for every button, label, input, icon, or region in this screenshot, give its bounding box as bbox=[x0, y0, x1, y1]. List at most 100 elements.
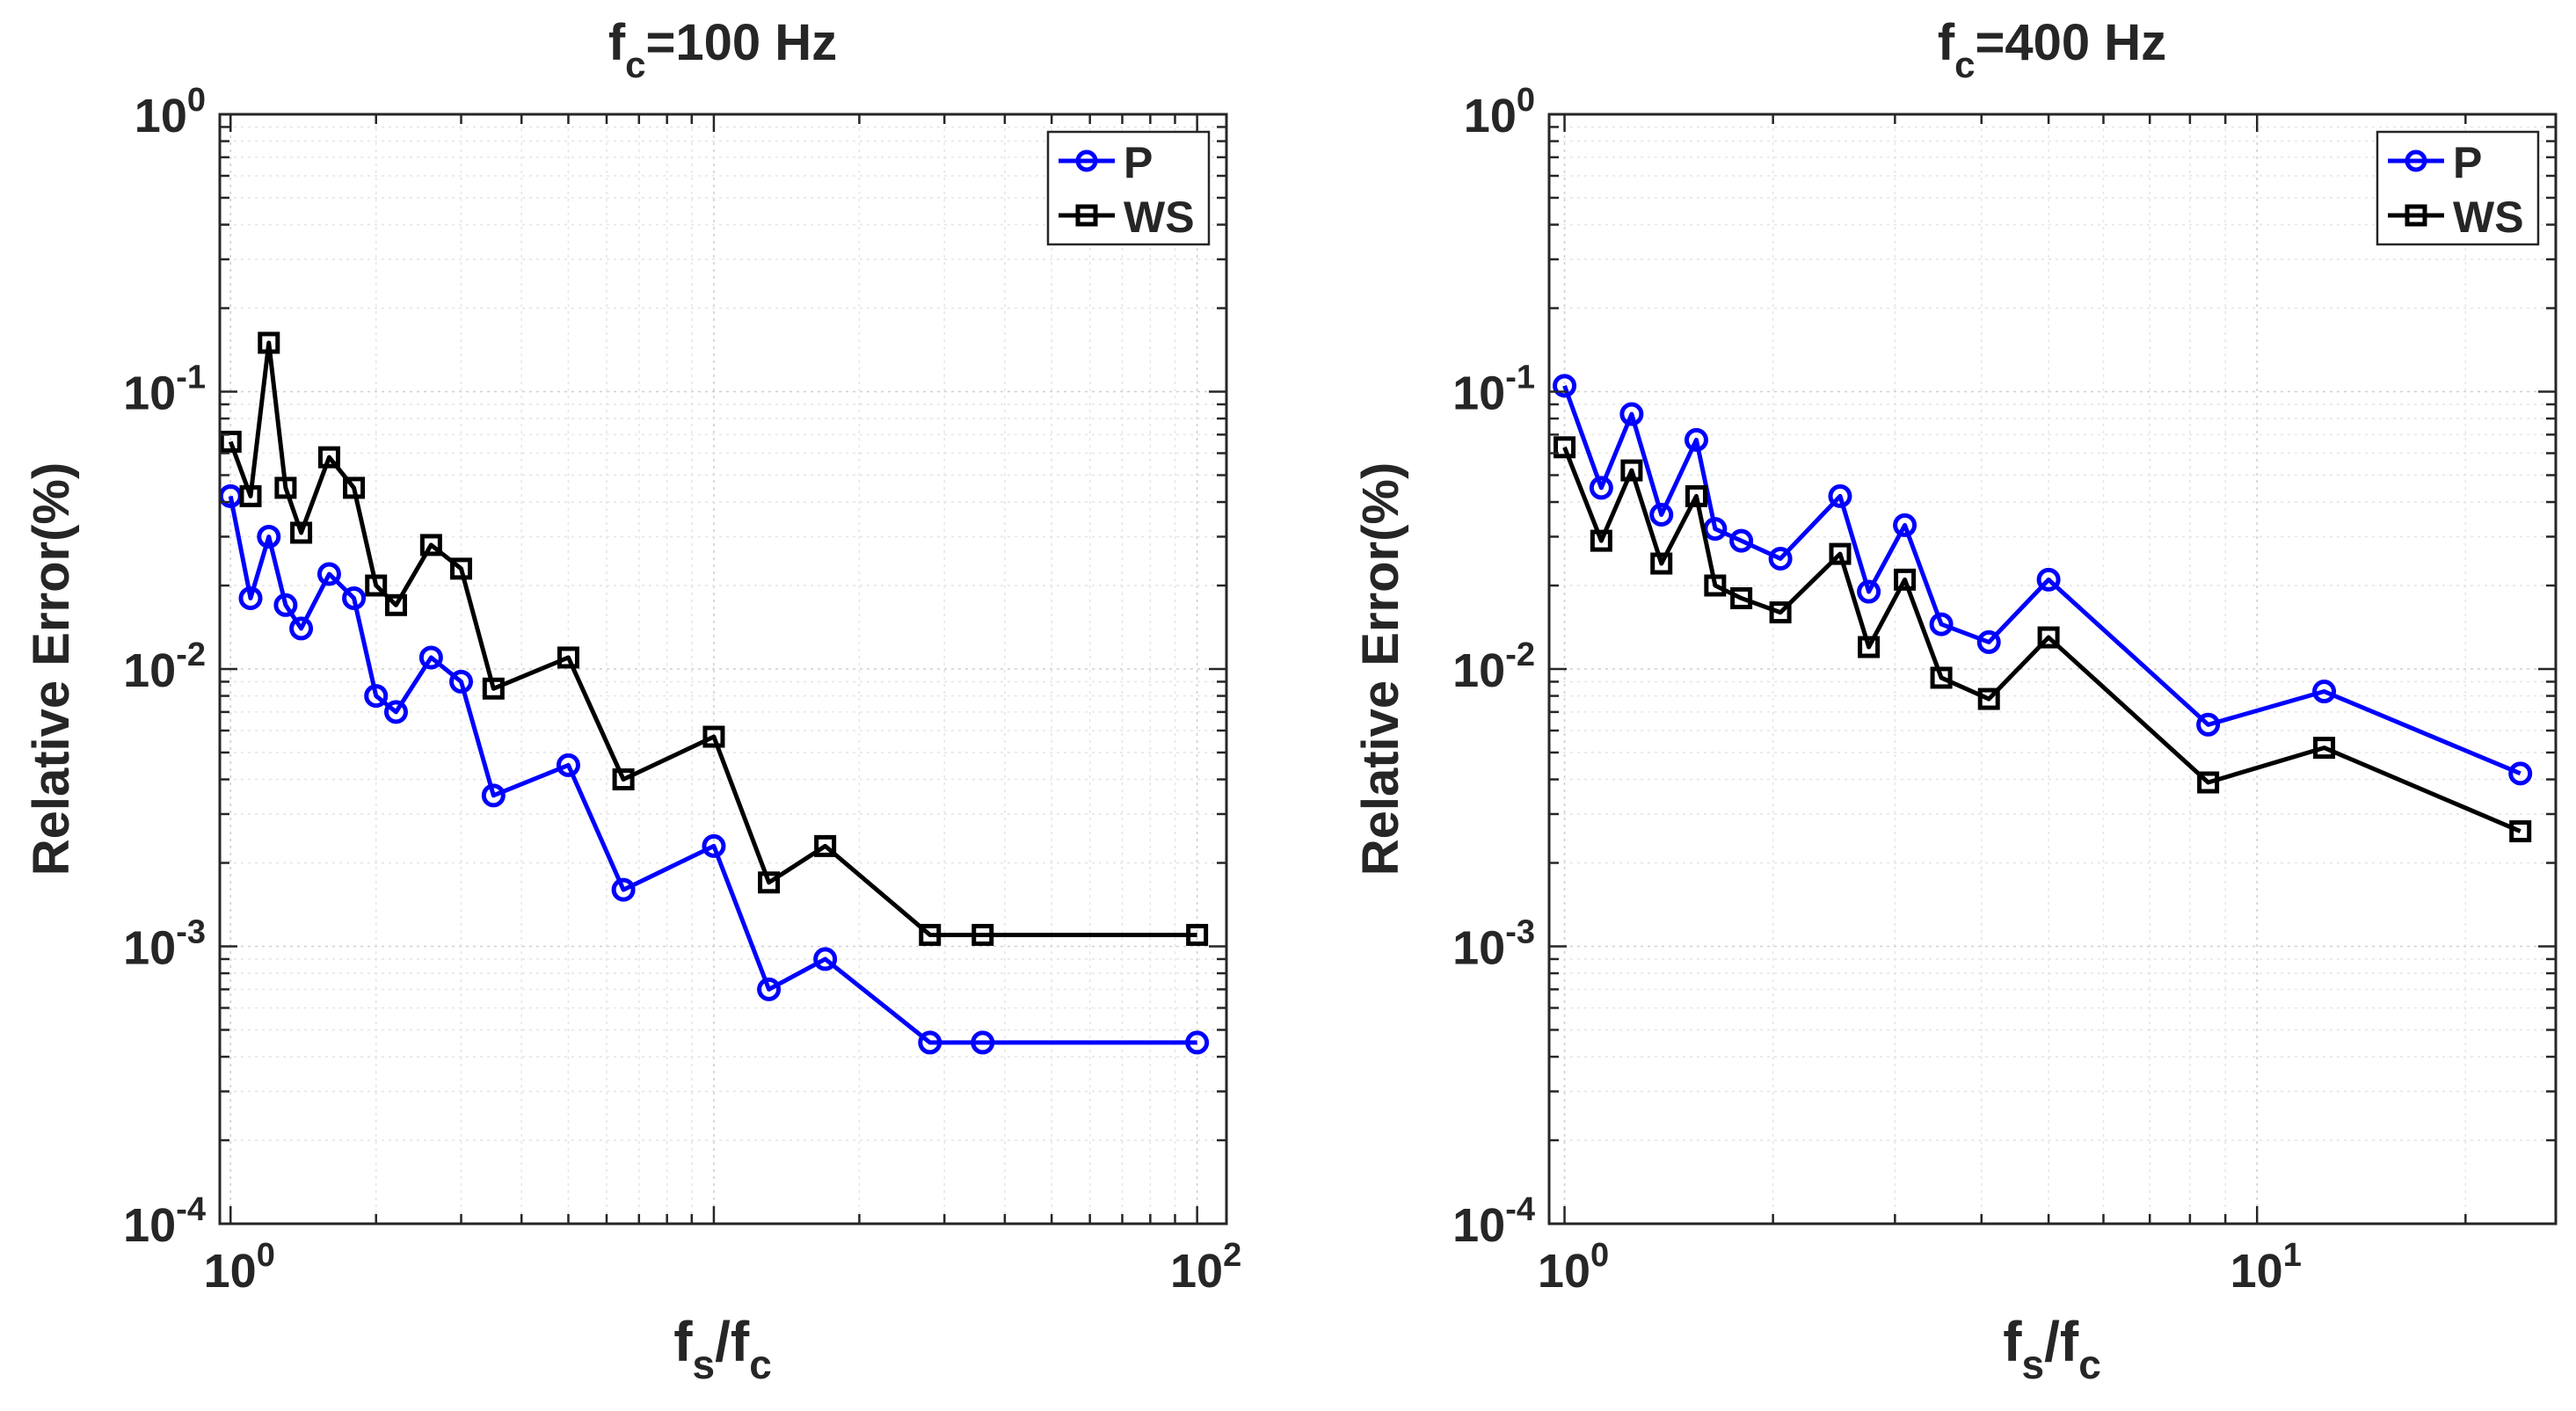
legend-item-ws-100: WS bbox=[1059, 193, 1195, 242]
point-p bbox=[1684, 427, 1708, 452]
y-tick-label: 10-4 bbox=[1452, 1191, 1535, 1252]
series-group-400 bbox=[1553, 374, 2533, 843]
point-p bbox=[2196, 712, 2221, 737]
chart-fc-100: 10-4 10-3 10-2 10-1 100 100 102 fc=100 Hz Rela… bbox=[23, 14, 1241, 1387]
point-p bbox=[257, 524, 281, 549]
point-ws bbox=[317, 446, 340, 469]
point-ws bbox=[384, 593, 407, 616]
y-tick-label: 10-1 bbox=[1452, 360, 1535, 420]
point-p bbox=[2312, 680, 2337, 704]
point-p bbox=[317, 562, 341, 586]
point-p bbox=[1893, 513, 1917, 537]
x-axis-label-400: fs/fc bbox=[2003, 1310, 2101, 1387]
grid-chart-100 bbox=[220, 113, 1226, 1225]
point-p bbox=[449, 669, 474, 694]
point-ws bbox=[702, 725, 725, 748]
y-tick-label: 10-3 bbox=[1452, 914, 1535, 975]
y-tick-label: 10-1 bbox=[123, 360, 206, 420]
point-p bbox=[418, 645, 443, 670]
legend-item-p-100: P bbox=[1059, 138, 1153, 187]
point-ws bbox=[971, 923, 994, 946]
point-ws bbox=[219, 430, 242, 453]
point-p bbox=[1553, 374, 1577, 398]
chart-title-400: fc=400 Hz bbox=[1938, 14, 2166, 85]
point-ws bbox=[919, 923, 942, 946]
point-ws bbox=[1650, 552, 1673, 575]
grid-chart-400 bbox=[1549, 113, 2556, 1225]
point-ws bbox=[274, 476, 297, 499]
point-p bbox=[1649, 502, 1674, 527]
legend-label-ws-400: WS bbox=[2453, 193, 2524, 242]
point-ws bbox=[758, 871, 781, 894]
point-p bbox=[1976, 629, 2001, 654]
point-p bbox=[757, 977, 782, 1001]
point-ws bbox=[419, 534, 442, 556]
ticks-100: 10-4 10-3 10-2 10-1 100 100 102 bbox=[123, 82, 1241, 1298]
point-ws bbox=[1590, 529, 1612, 552]
point-p bbox=[1619, 402, 1644, 426]
point-p bbox=[342, 585, 367, 610]
y-tick-label: 10-3 bbox=[123, 914, 206, 975]
point-ws bbox=[2509, 820, 2532, 843]
point-ws bbox=[1554, 436, 1576, 459]
point-p bbox=[1768, 546, 1793, 571]
point-ws bbox=[1977, 687, 2000, 710]
point-p bbox=[1828, 484, 1852, 508]
point-ws bbox=[1769, 601, 1792, 624]
x-tick-label: 101 bbox=[2230, 1237, 2302, 1298]
point-p bbox=[1729, 528, 1754, 553]
x-axis-label-100: fs/fc bbox=[673, 1310, 772, 1387]
point-p bbox=[289, 616, 314, 641]
point-p bbox=[1929, 612, 1954, 636]
point-ws bbox=[1620, 459, 1643, 482]
x-tick-label: 100 bbox=[204, 1237, 275, 1298]
series-line-p bbox=[1562, 384, 2521, 776]
point-ws bbox=[1829, 542, 1852, 565]
point-p bbox=[238, 585, 263, 610]
legend-label-p-400: P bbox=[2453, 138, 2482, 187]
y-tick-label: 10-2 bbox=[1452, 636, 1535, 697]
point-ws bbox=[365, 574, 388, 597]
point-p bbox=[1589, 476, 1613, 500]
chart-title-100: fc=100 Hz bbox=[608, 14, 837, 85]
x-tick-label: 102 bbox=[1170, 1237, 1241, 1298]
series-line-ws bbox=[1562, 446, 2521, 833]
point-p bbox=[2508, 761, 2533, 786]
point-p bbox=[1857, 579, 1881, 604]
point-ws bbox=[557, 646, 579, 669]
point-ws bbox=[1685, 484, 1707, 507]
point-ws bbox=[2037, 626, 2060, 649]
point-ws bbox=[290, 521, 313, 544]
point-p bbox=[273, 593, 298, 617]
legend-400: P WS bbox=[2376, 130, 2540, 246]
point-ws bbox=[1894, 568, 1917, 591]
point-p bbox=[971, 1030, 995, 1055]
point-p bbox=[702, 833, 726, 858]
chart-fc-400: 10-4 10-3 10-2 10-1 100 100 101 fc=400 Hz Rela… bbox=[1352, 14, 2558, 1387]
legend-item-p-400: P bbox=[2388, 138, 2482, 187]
point-ws bbox=[1930, 666, 1953, 689]
y-tick-label: 100 bbox=[135, 82, 206, 142]
point-p bbox=[918, 1030, 942, 1055]
point-p bbox=[813, 947, 838, 971]
point-p bbox=[1185, 1030, 1210, 1055]
ticks-400: 10-4 10-3 10-2 10-1 100 100 101 bbox=[1452, 82, 2556, 1298]
y-tick-label: 100 bbox=[1464, 82, 1535, 142]
point-ws bbox=[1186, 923, 1209, 946]
point-p bbox=[556, 753, 580, 777]
point-p bbox=[2036, 567, 2061, 592]
x-tick-label: 100 bbox=[1538, 1237, 1609, 1298]
point-ws bbox=[1704, 574, 1727, 597]
point-ws bbox=[1858, 636, 1881, 658]
point-ws bbox=[450, 557, 473, 580]
point-ws bbox=[612, 768, 635, 791]
point-p bbox=[364, 684, 389, 709]
point-ws bbox=[239, 484, 262, 507]
point-p bbox=[383, 700, 408, 724]
point-ws bbox=[2197, 771, 2220, 794]
point-ws bbox=[1730, 586, 1753, 609]
point-ws bbox=[814, 834, 837, 857]
legend-item-ws-400: WS bbox=[2388, 193, 2524, 242]
point-p bbox=[611, 877, 636, 902]
